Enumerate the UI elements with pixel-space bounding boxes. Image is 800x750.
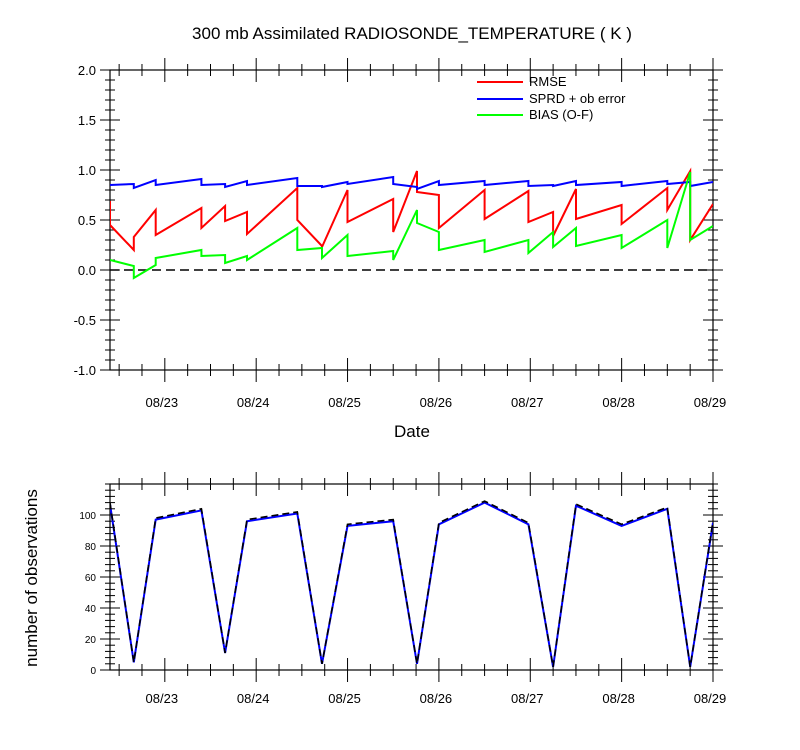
top-y-tick-label: 1.5 <box>78 113 96 128</box>
top-series-line-1 <box>110 175 713 191</box>
legend-label-0: RMSE <box>529 74 567 89</box>
top-x-tick-label: 08/26 <box>420 395 453 410</box>
top-panel: -1.0 -0.5 0.0 0.5 1.0 1.5 2.0 08/23 08/24 08/25 08… <box>74 58 727 410</box>
bottom-y-tick-label: 20 <box>85 635 97 646</box>
bottom-x-tick-label: 08/24 <box>237 691 270 706</box>
top-x-tick-label: 08/27 <box>511 395 544 410</box>
bottom-x-tick-label: 08/23 <box>146 691 179 706</box>
top-y-tick-label: -1.0 <box>74 363 96 378</box>
legend-label-1: SPRD + ob error <box>529 91 626 106</box>
top-y-tick-label: 0.0 <box>78 263 96 278</box>
top-x-tick-label: 08/28 <box>602 395 635 410</box>
top-x-tick-label: 08/24 <box>237 395 270 410</box>
bottom-x-tick-label: 08/27 <box>511 691 544 706</box>
bottom-y-tick-label: 80 <box>85 542 97 553</box>
top-y-tick-label: 2.0 <box>78 63 96 78</box>
top-y-tick-label: 0.5 <box>78 213 96 228</box>
top-x-axis-label: Date <box>394 422 430 441</box>
bottom-x-tick-label: 08/29 <box>694 691 727 706</box>
legend-label-2: BIAS (O-F) <box>529 107 593 122</box>
bottom-x-tick-label: 08/25 <box>328 691 361 706</box>
bottom-y-tick-label: 0 <box>90 666 96 677</box>
bottom-y-axis-label: number of observations <box>22 489 41 667</box>
top-series-line-2 <box>110 171 713 280</box>
bottom-series-line-1 <box>110 500 713 668</box>
bottom-y-tick-label: 40 <box>85 604 97 615</box>
bottom-x-tick-label: 08/26 <box>420 691 453 706</box>
bottom-y-tick-label: 60 <box>85 573 97 584</box>
top-y-tick-label: 1.0 <box>78 163 96 178</box>
top-x-tick-label: 08/25 <box>328 395 361 410</box>
bottom-y-tick-label: 100 <box>79 511 96 522</box>
top-series-line-0 <box>110 167 713 253</box>
top-x-tick-label: 08/23 <box>146 395 179 410</box>
bottom-panel: 0 20 40 60 80 100 08/23 08/24 08/25 08/26 08/27 08/… <box>79 472 726 706</box>
top-y-tick-label: -0.5 <box>74 313 96 328</box>
chart-title: 300 mb Assimilated RADIOSONDE_TEMPERATUR… <box>192 24 632 43</box>
bottom-x-tick-label: 08/28 <box>602 691 635 706</box>
top-x-tick-label: 08/29 <box>694 395 727 410</box>
